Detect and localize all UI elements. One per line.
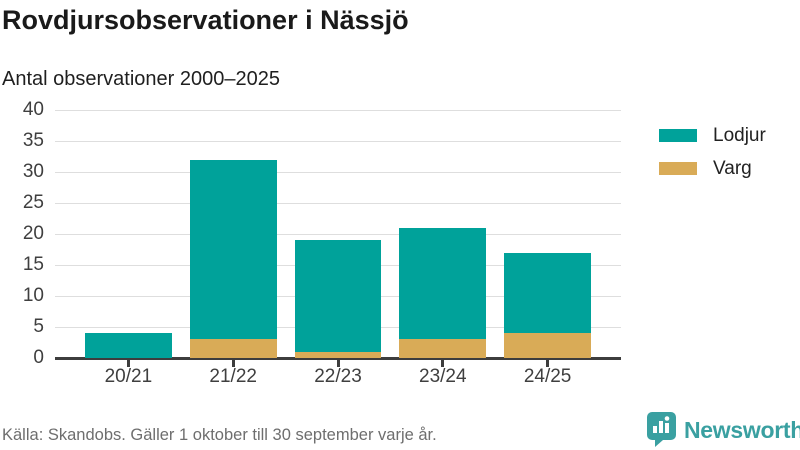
y-tick-label-20: 20 [22, 223, 44, 244]
gridline-y20 [55, 234, 621, 235]
y-tick-label-35: 35 [22, 130, 44, 151]
bar-segment-varg-23-24 [399, 339, 487, 358]
bar-segment-varg-24-25 [504, 333, 591, 358]
x-tick-label-22-23: 22/23 [314, 366, 362, 387]
y-tick-label-5: 5 [33, 316, 44, 337]
gridline-y25 [55, 203, 621, 204]
bar-segment-lodjur-23-24 [399, 227, 487, 340]
x-tick-label-21-22: 21/22 [209, 366, 257, 387]
gridline-y30 [55, 172, 621, 173]
x-tick-20-21 [126, 360, 130, 367]
legend-label-lodjur: Lodjur [713, 125, 766, 146]
y-tick-label-30: 30 [22, 161, 44, 182]
source-note: Källa: Skandobs. Gäller 1 oktober till 3… [2, 426, 437, 444]
y-tick-label-40: 40 [22, 99, 44, 120]
x-tick-22-23 [336, 360, 340, 367]
bar-segment-varg-21-22 [189, 339, 277, 358]
newsworthy-bubble-chart-icon [647, 412, 676, 447]
legend-label-varg: Varg [713, 158, 752, 179]
x-tick-24-25 [546, 360, 550, 367]
gridline-y35 [55, 141, 621, 142]
y-tick-label-10: 10 [22, 285, 44, 306]
bar-segment-lodjur-22-23 [294, 240, 382, 352]
gridline-y40 [55, 110, 621, 111]
bar-segment-varg-22-23 [294, 351, 382, 358]
plot-area [55, 110, 621, 367]
x-axis-line [55, 357, 621, 360]
y-tick-label-15: 15 [22, 254, 44, 275]
legend-item-lodjur: Lodjur [659, 124, 766, 147]
x-tick-23-24 [441, 360, 445, 367]
x-tick-label-24-25: 24/25 [523, 366, 572, 387]
chart-subtitle: Antal observationer 2000–2025 [2, 68, 280, 90]
bar-segment-lodjur-21-22 [189, 159, 277, 340]
x-axis-labels: 20/21 21/22 22/23 23/24 24/25 [55, 364, 621, 390]
bar-segment-lodjur-24-25 [504, 252, 591, 334]
y-tick-label-0: 0 [33, 347, 44, 368]
page-title: Rovdjursobservationer i Nässjö [2, 5, 409, 35]
chart-legend: Lodjur Varg [659, 124, 766, 190]
newsworthy-wordmark: Newsworthy [684, 416, 800, 443]
y-tick-label-25: 25 [22, 192, 44, 213]
x-tick-21-22 [231, 360, 235, 367]
y-axis-labels: 0 5 10 15 20 25 30 35 40 [0, 99, 44, 368]
legend-item-varg: Varg [659, 157, 766, 180]
x-tick-label-23-24: 23/24 [419, 366, 467, 387]
x-tick-label-20-21: 20/21 [104, 366, 153, 387]
newsworthy-logo[interactable]: Newsworthy [646, 411, 800, 448]
bar-segment-lodjur-20-21 [85, 333, 172, 358]
legend-swatch-varg [659, 162, 697, 175]
legend-swatch-lodjur [659, 129, 697, 142]
